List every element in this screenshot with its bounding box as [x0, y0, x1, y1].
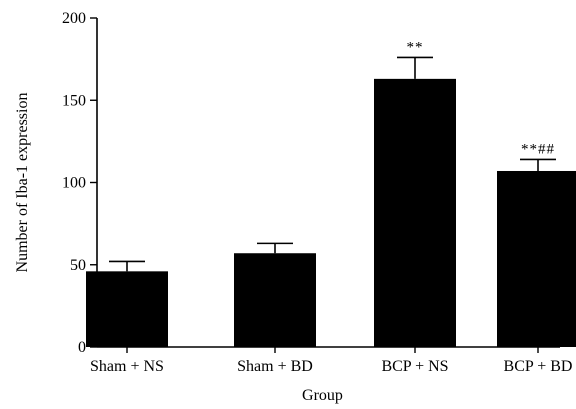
bar-3	[497, 170, 576, 347]
y-tick-label-4: 200	[62, 10, 86, 27]
bars-layer	[86, 78, 576, 348]
annotations-layer: ** **##	[407, 39, 555, 157]
y-ticks-layer: 0 50 100 150 200	[62, 10, 97, 356]
x-ticks-layer: Sham + NS Sham + BD BCP + NS BCP + BD	[90, 347, 572, 375]
y-tick-label-3: 150	[62, 92, 86, 109]
x-tick-label-3: BCP + BD	[504, 358, 573, 375]
y-tick-label-1: 50	[70, 257, 86, 274]
bar-2	[374, 78, 456, 348]
bar-0	[86, 271, 168, 347]
bar-1	[234, 253, 316, 347]
significance-label-2: **	[407, 39, 424, 55]
y-tick-label-2: 100	[62, 175, 86, 192]
significance-label-3: **##	[521, 141, 555, 157]
x-tick-label-0: Sham + NS	[90, 358, 164, 375]
x-tick-label-1: Sham + BD	[237, 358, 313, 375]
y-axis-title: Number of Iba-1 expression	[14, 93, 31, 273]
x-tick-label-2: BCP + NS	[381, 358, 448, 375]
y-tick-label-0: 0	[78, 339, 86, 356]
x-axis-title: Group	[302, 387, 343, 404]
error-bars-layer	[109, 56, 556, 272]
